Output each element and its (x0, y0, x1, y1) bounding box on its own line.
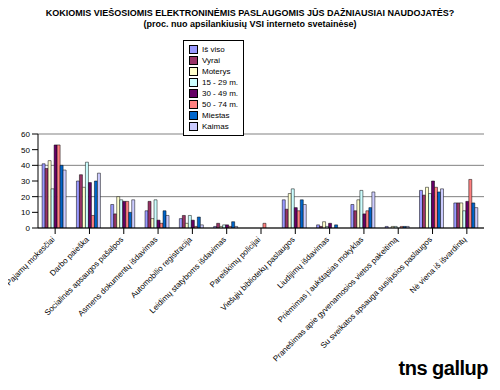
html-text:KOKIOMIS VIEŠOSIOMIS ELEKTRONI: KOKIOMIS VIEŠOSIOMIS ELEKTRONINĖMIS PASL… (45, 8, 455, 18)
svg-text:20: 20 (21, 193, 30, 202)
html-text:15 - 29 m.: 15 - 29 m. (202, 78, 238, 87)
svg-text:30: 30 (21, 177, 30, 186)
html-text:Moterys: Moterys (202, 67, 231, 76)
svg-text:Priėmimas į aukštąsias mokykla: Priėmimas į aukštąsias mokyklas (276, 235, 366, 325)
html-text:Miestas: Miestas (202, 111, 230, 120)
svg-text:60: 60 (21, 130, 30, 139)
svg-text:Automobilio registracija: Automobilio registracija (129, 235, 194, 300)
svg-text:Leidimų statyboms išdavimas: Leidimų statyboms išdavimas (147, 235, 229, 316)
svg-text:40: 40 (21, 161, 30, 170)
svg-text:50: 50 (21, 146, 30, 155)
svg-text:Socialinės apsaugos pašalpos: Socialinės apsaugos pašalpos (42, 235, 126, 318)
svg-text:0: 0 (26, 224, 31, 233)
html-text:50 - 74 m.: 50 - 74 m. (202, 100, 238, 109)
html-text:Vyrai: Vyrai (202, 56, 220, 65)
svg-text:Pajamų mokesčiai: Pajamų mokesčiai (8, 235, 57, 287)
svg-text:Darbo paieška: Darbo paieška (48, 235, 91, 278)
html-text:Kaimas: Kaimas (202, 122, 229, 131)
svg-text:10: 10 (21, 208, 30, 217)
svg-text:Pranešimas apie gyvenamosios v: Pranešimas apie gyvenamosios vietos pake… (271, 235, 400, 364)
svg-text:Viešųjų bibliotekų paslaugos: Viešųjų bibliotekų paslaugos (219, 235, 297, 313)
html-text:Iš viso: Iš viso (202, 45, 225, 54)
svg-text:Asmens dokumentų išdavimas: Asmens dokumentų išdavimas (76, 235, 160, 319)
html-text:30 - 49 m.: 30 - 49 m. (202, 89, 238, 98)
svg-text:Nė viena iš išvardintų: Nė viena iš išvardintų (408, 235, 469, 296)
svg-text:Su sveikatos apsauga susijusio: Su sveikatos apsauga susijusios paslaugo… (318, 235, 434, 351)
svg-text:Liudijimų išdavimas: Liudijimų išdavimas (275, 235, 331, 291)
svg-text:Pareiškimų policijai: Pareiškimų policijai (207, 235, 263, 290)
html-text:(proc. nuo apsilankiusių VSI i: (proc. nuo apsilankiusių VSI interneto s… (143, 19, 357, 29)
html-text:tns gallup: tns gallup (398, 357, 488, 379)
